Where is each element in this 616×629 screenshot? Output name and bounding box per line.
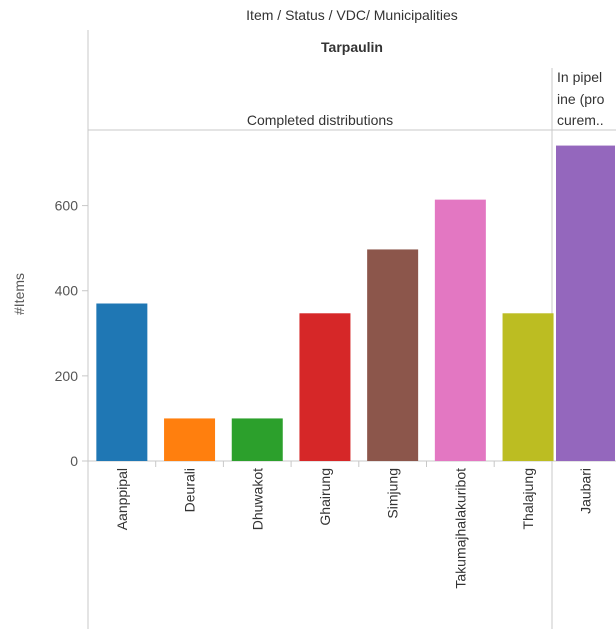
status-label-pipeline-line-3: curem..: [557, 112, 604, 128]
x-category-label: Takumajhalakuribot: [452, 468, 468, 589]
x-category-label: Simjung: [385, 468, 401, 519]
x-category-label: Jaubari: [578, 468, 594, 514]
bars: [96, 145, 615, 462]
status-label-pipeline-line-2: ine (pro: [557, 91, 605, 107]
x-category-label: Aanppipal: [114, 468, 130, 530]
item-title: Tarpaulin: [321, 39, 383, 55]
y-axis-title: #Items: [11, 273, 27, 315]
x-category-label: Dhuwakot: [249, 468, 265, 530]
y-ticks: 0 200 400 600: [55, 198, 88, 469]
bar-takumajhalakuribot[interactable]: [434, 199, 486, 461]
status-label-completed: Completed distributions: [247, 112, 393, 128]
bar-ghairung[interactable]: [299, 313, 351, 461]
y-tick-label: 0: [70, 453, 78, 469]
chart-header-title: Item / Status / VDC/ Municipalities: [246, 7, 458, 23]
category-labels: Aanppipal Deurali Dhuwakot Ghairung Simjung T…: [114, 461, 594, 589]
y-tick-label: 400: [55, 283, 79, 299]
status-label-pipeline: In pipel ine (pro curem..: [557, 69, 608, 128]
y-tick-label: 600: [55, 198, 79, 214]
bar-thalajung[interactable]: [502, 313, 554, 461]
x-category-label: Thalajung: [520, 468, 536, 530]
bar-aanppipal[interactable]: [96, 303, 148, 462]
x-category-label: Deurali: [182, 468, 198, 512]
status-label-pipeline-line-1: In pipel: [557, 69, 602, 85]
bar-deurali[interactable]: [164, 418, 216, 461]
x-category-label: Ghairung: [317, 468, 333, 526]
bar-simjung[interactable]: [367, 249, 419, 461]
bar-jaubari[interactable]: [556, 145, 615, 461]
bar-dhuwakot[interactable]: [231, 418, 283, 461]
y-tick-label: 200: [55, 368, 79, 384]
